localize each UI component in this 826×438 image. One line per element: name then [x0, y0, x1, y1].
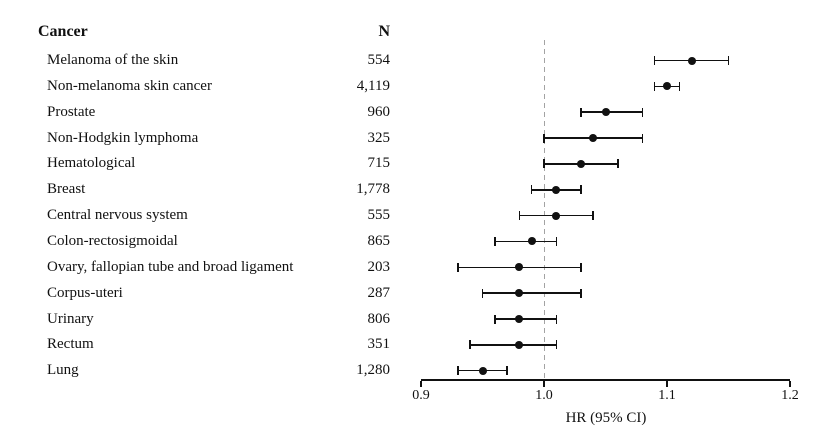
ci-cap-high — [641, 107, 644, 117]
ci-cap-high — [555, 314, 558, 324]
row-label: Breast — [47, 181, 86, 198]
column-header-n: N — [378, 23, 390, 40]
row-label: Non-melanoma skin cancer — [47, 77, 212, 94]
row-label: Corpus-uteri — [47, 284, 123, 301]
ci-cap-high — [555, 340, 558, 350]
x-axis-tick-label: 1.1 — [658, 388, 676, 403]
x-axis-tick-label: 1.0 — [535, 388, 553, 403]
column-header-cancer: Cancer — [38, 23, 88, 40]
hr-point-marker — [515, 315, 524, 323]
ci-cap-high — [592, 211, 594, 221]
hr-point-marker — [515, 263, 524, 272]
ci-cap-low — [469, 340, 471, 350]
ci-cap-low — [481, 288, 484, 298]
x-axis-tick-label: 1.2 — [781, 388, 799, 403]
row-n-value: 1,280 — [356, 362, 390, 379]
ci-cap-low — [494, 314, 496, 324]
ci-cap-low — [518, 211, 521, 221]
ci-cap-low — [457, 366, 459, 376]
row-label: Hematological — [47, 155, 136, 172]
hr-point-marker — [515, 289, 524, 298]
reference-line — [543, 40, 545, 379]
ci-cap-high — [506, 366, 508, 376]
x-axis-tick — [666, 380, 668, 387]
hr-point-marker — [663, 82, 671, 91]
ci-interval-line — [494, 240, 557, 243]
ci-cap-low — [494, 236, 496, 246]
row-label: Ovary, fallopian tube and broad ligament — [47, 258, 294, 275]
row-label: Lung — [47, 362, 79, 379]
x-axis-tick — [543, 380, 545, 387]
x-axis-tick-label: 0.9 — [412, 388, 430, 403]
hr-point-marker — [478, 366, 487, 375]
row-n-value: 865 — [367, 232, 391, 249]
row-label: Colon-rectosigmoidal — [47, 232, 178, 249]
row-n-value: 4,119 — [356, 77, 390, 94]
ci-cap-low — [580, 107, 582, 117]
ci-cap-high — [555, 236, 558, 246]
ci-cap-high — [641, 133, 644, 143]
hr-point-marker — [601, 108, 610, 117]
row-n-value: 555 — [367, 207, 391, 224]
ci-cap-low — [653, 56, 656, 65]
hr-point-marker — [576, 159, 585, 168]
ci-interval-line — [494, 318, 557, 320]
ci-interval-line — [580, 111, 643, 113]
row-label: Urinary — [47, 310, 94, 327]
x-axis-title: HR (95% CI) — [565, 410, 647, 426]
row-n-value: 203 — [367, 258, 391, 275]
ci-cap-high — [617, 159, 619, 169]
x-axis-line — [421, 379, 790, 381]
x-axis-tick — [789, 380, 791, 387]
row-n-value: 287 — [367, 284, 391, 301]
ci-cap-high — [678, 81, 681, 91]
row-n-value: 554 — [367, 52, 391, 68]
hr-point-marker — [527, 237, 536, 246]
ci-cap-high — [727, 56, 730, 65]
ci-cap-high — [580, 185, 582, 195]
row-n-value: 715 — [367, 155, 391, 172]
hr-point-marker — [687, 56, 696, 65]
ci-cap-low — [543, 133, 545, 143]
ci-cap-low — [653, 81, 656, 91]
row-n-value: 1,778 — [356, 181, 390, 198]
row-label: Non-Hodgkin lymphoma — [47, 129, 199, 146]
hr-point-marker — [552, 185, 561, 194]
x-axis-tick — [420, 380, 422, 387]
hr-point-marker — [515, 340, 524, 349]
ci-cap-high — [580, 262, 582, 272]
ci-interval-line — [482, 292, 581, 294]
ci-cap-high — [580, 288, 582, 298]
ci-cap-low — [543, 159, 545, 169]
row-n-value: 325 — [367, 129, 391, 146]
row-label: Central nervous system — [47, 207, 188, 224]
row-label: Prostate — [47, 103, 96, 120]
hr-point-marker — [552, 211, 561, 220]
hr-point-marker — [589, 134, 598, 143]
ci-interval-line — [470, 344, 557, 346]
ci-cap-low — [457, 262, 459, 272]
row-n-value: 960 — [367, 103, 391, 120]
row-n-value: 806 — [367, 310, 391, 327]
ci-cap-low — [530, 185, 533, 195]
row-n-value: 351 — [367, 336, 391, 353]
row-label: Melanoma of the skin — [47, 52, 179, 68]
row-label: Rectum — [47, 336, 94, 353]
